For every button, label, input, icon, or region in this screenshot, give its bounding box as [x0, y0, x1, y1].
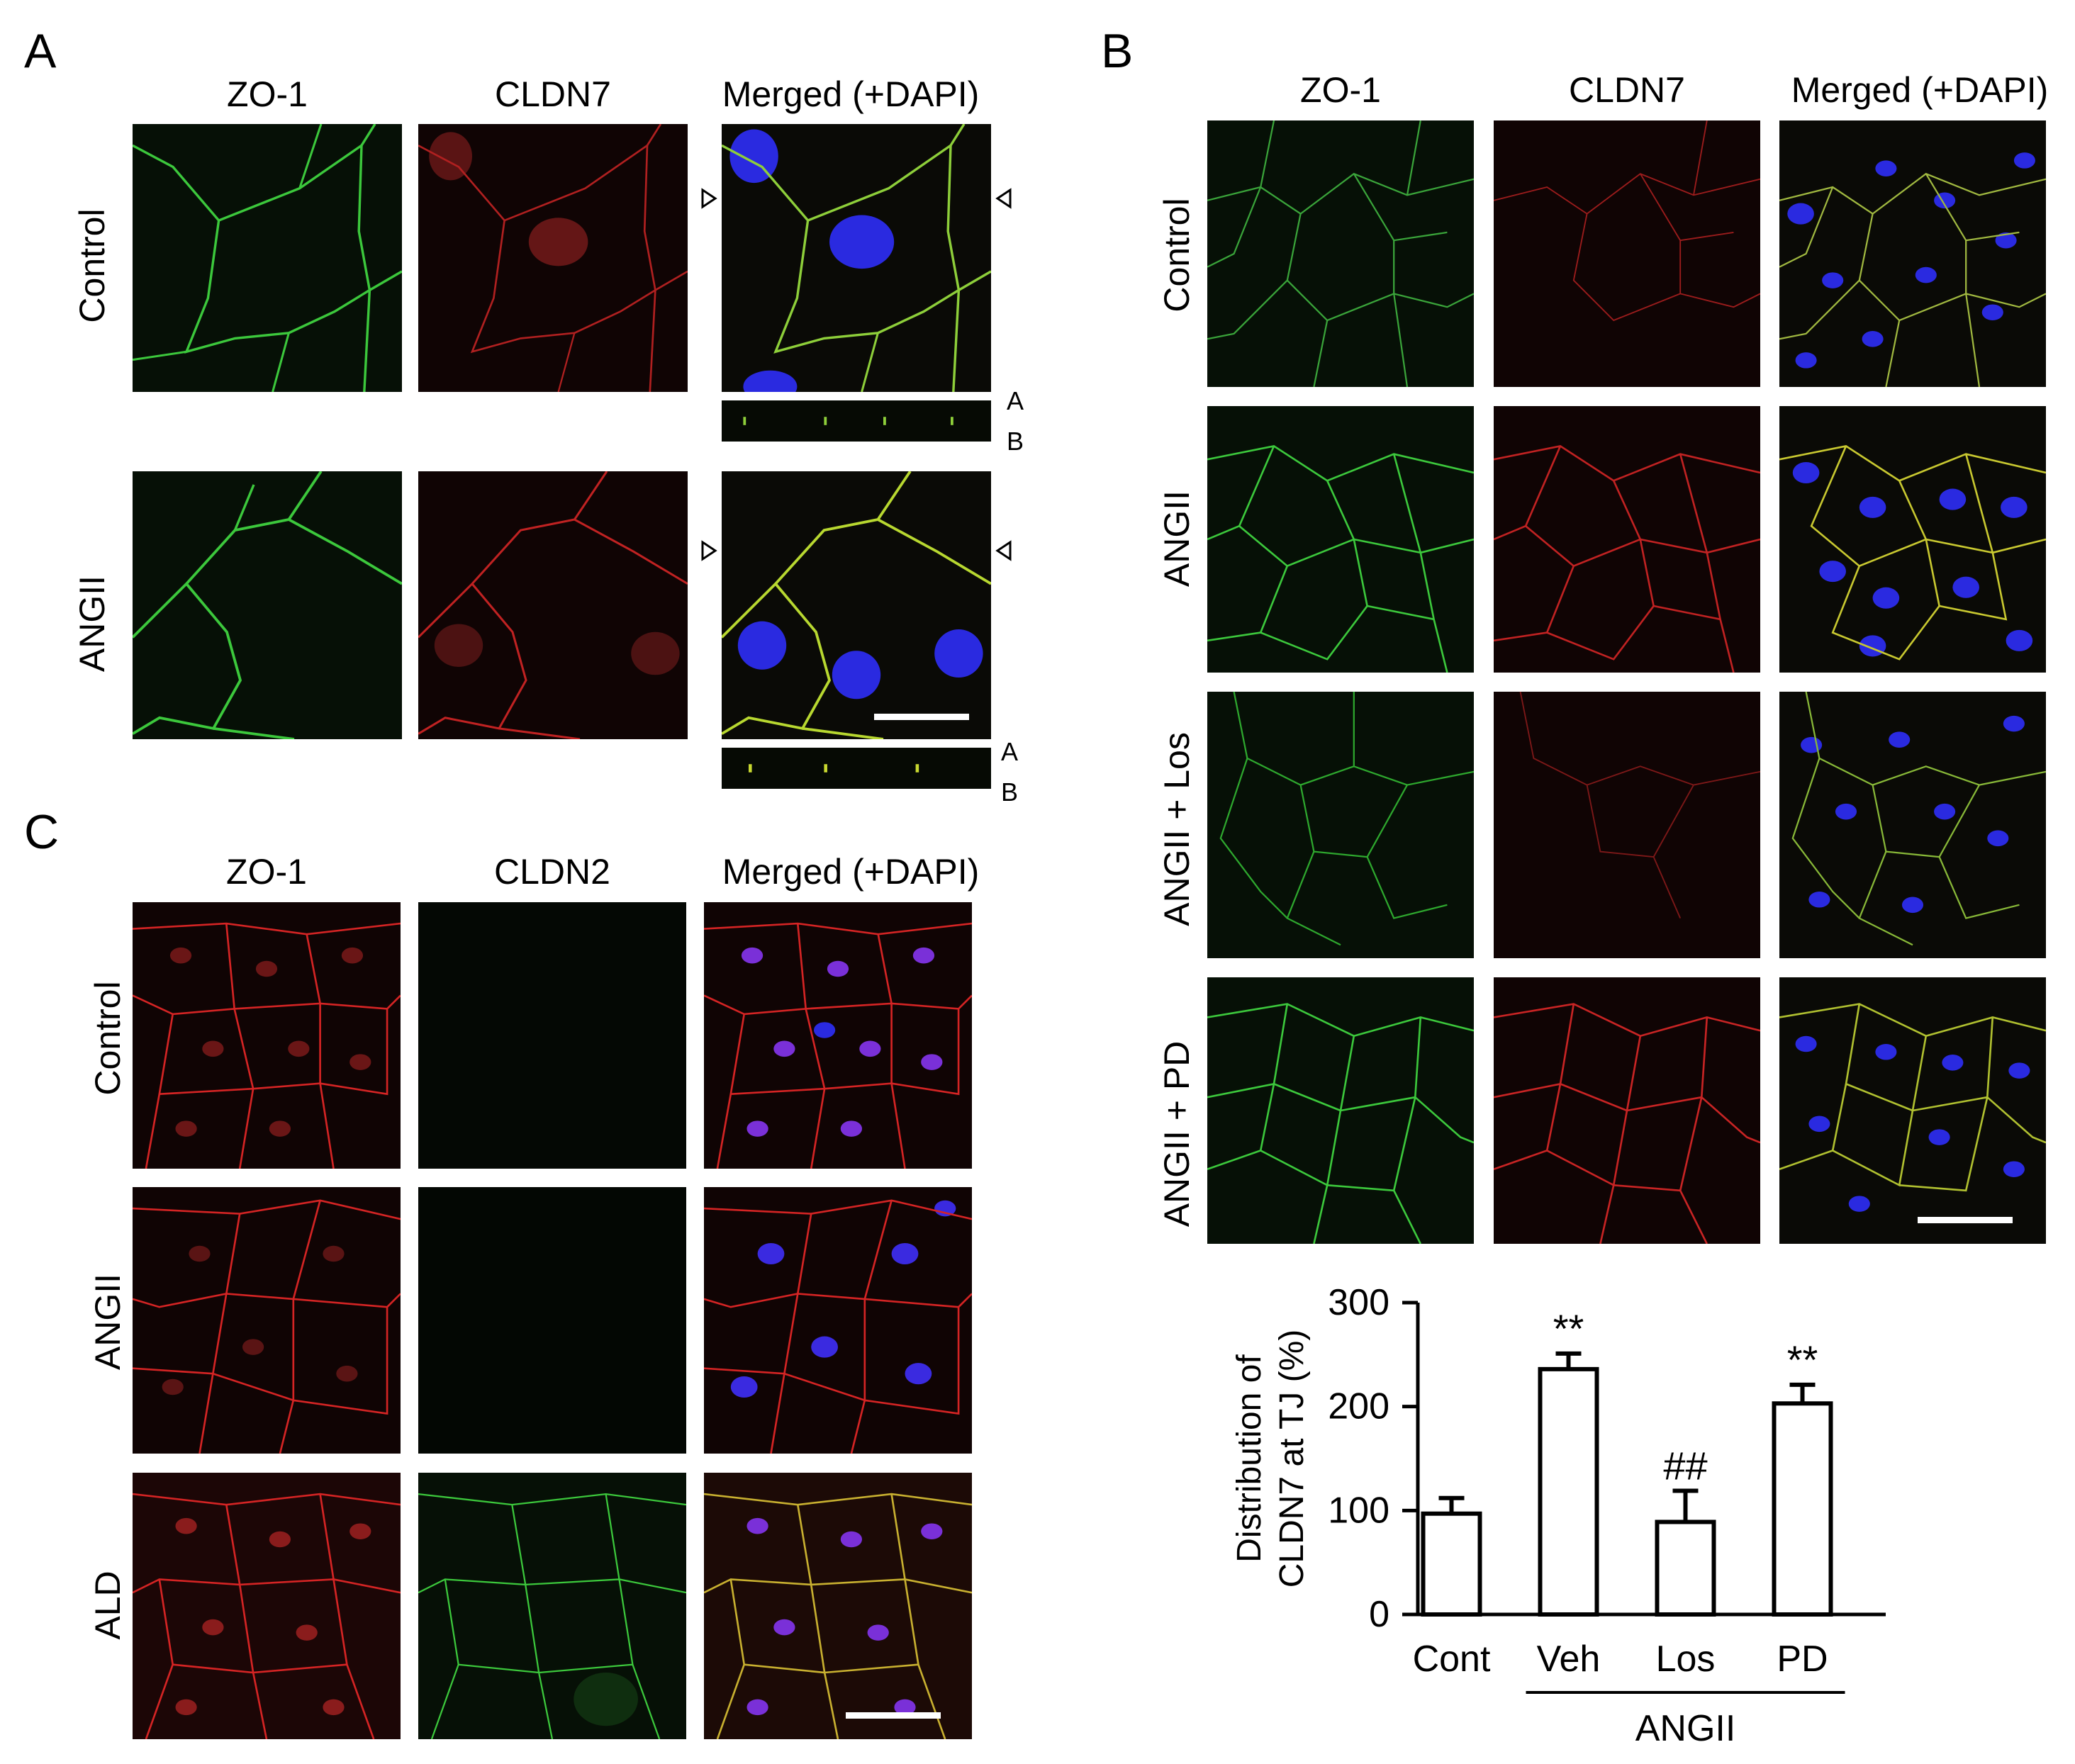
- chart-b: 0 100 200 300 Distribution of CLDN7 at TJ (%)…: [1231, 1282, 1886, 1749]
- strip-label-basal: B: [1007, 427, 1024, 456]
- panel-b-row-control: Control: [1157, 198, 1197, 313]
- xz-section-a-control: [722, 400, 991, 442]
- micrograph-a-control-zo1: [133, 124, 402, 392]
- bar: [1421, 1511, 1482, 1617]
- panel-b-letter: B: [1101, 24, 1134, 78]
- micrograph-b-control-zo1: [1207, 120, 1474, 387]
- x-tick-label: Los: [1656, 1639, 1716, 1680]
- micrograph-b-control-cldn7: [1494, 120, 1760, 387]
- panel-a-row-angii: ANGII: [72, 575, 112, 673]
- significance-mark: ##: [1663, 1443, 1707, 1488]
- panel-b-row-angii-pd: ANGII + PD: [1157, 1040, 1197, 1228]
- significance-mark: **: [1553, 1306, 1584, 1351]
- micrograph-b-angii-los-zo1: [1207, 692, 1474, 958]
- panel-a-col-merged: Merged (+DAPI): [722, 74, 980, 114]
- micrograph-b-angii-pd-cldn7: [1494, 977, 1760, 1244]
- arrowhead-right-icon: [995, 540, 1012, 561]
- bar: [1772, 1401, 1833, 1617]
- arrowhead-left-icon: [701, 188, 717, 209]
- micrograph-c-control-cldn2: [418, 902, 686, 1169]
- panel-b-row-angii-los: ANGII + Los: [1157, 732, 1197, 926]
- micrograph-c-angii-merged: [704, 1187, 972, 1454]
- arrowhead-right-icon: [995, 188, 1012, 209]
- panel-c-row-ald: ALD: [88, 1571, 128, 1640]
- micrograph-b-angii-zo1: [1207, 406, 1474, 673]
- micrograph-b-control-merged: [1779, 120, 2046, 387]
- micrograph-b-angii-pd-zo1: [1207, 977, 1474, 1244]
- panel-b-col-zo1: ZO-1: [1300, 70, 1381, 110]
- panel-c-row-control: Control: [88, 981, 128, 1096]
- micrograph-a-angii-zo1: [133, 471, 402, 739]
- micrograph-b-angii-los-merged: [1779, 692, 2046, 958]
- micrograph-c-control-zo1: [133, 902, 401, 1169]
- panel-c-col-cldn2: CLDN2: [494, 852, 610, 892]
- y-tick-label: 200: [1328, 1386, 1389, 1427]
- y-tick-label: 300: [1328, 1282, 1389, 1323]
- y-tick-label: 100: [1328, 1490, 1389, 1531]
- panel-b-col-merged: Merged (+DAPI): [1791, 70, 2049, 110]
- arrowhead-left-icon: [701, 540, 717, 561]
- micrograph-b-angii-cldn7: [1494, 406, 1760, 673]
- micrograph-b-angii-merged: [1779, 406, 2046, 673]
- micrograph-c-angii-zo1: [133, 1187, 401, 1454]
- panel-c-letter: C: [24, 805, 60, 859]
- micrograph-c-control-merged: [704, 902, 972, 1169]
- panel-a-col-cldn7: CLDN7: [495, 74, 611, 114]
- scale-bar-a: [874, 714, 969, 720]
- bar: [1655, 1519, 1716, 1617]
- y-tick-label: 0: [1369, 1594, 1389, 1635]
- y-axis-label: Distribution of: [1231, 1354, 1268, 1563]
- micrograph-a-angii-merged: [722, 471, 991, 739]
- micrograph-b-angii-pd-merged: [1779, 977, 2046, 1244]
- micrograph-c-ald-zo1: [133, 1473, 401, 1739]
- x-tick-label: Veh: [1537, 1639, 1601, 1680]
- micrograph-a-control-merged: [722, 124, 991, 392]
- panel-b-row-angii: ANGII: [1157, 490, 1197, 588]
- group-label: ANGII: [1635, 1708, 1736, 1749]
- panel-a-row-control: Control: [72, 208, 112, 323]
- scale-bar-c: [846, 1712, 941, 1719]
- y-axis-label: CLDN7 at TJ (%): [1273, 1330, 1311, 1588]
- significance-mark: **: [1787, 1337, 1818, 1382]
- strip-label-apical: A: [1007, 386, 1024, 415]
- micrograph-a-angii-cldn7: [418, 471, 688, 739]
- panel-c-row-angii: ANGII: [88, 1273, 128, 1371]
- panel-a-col-zo1: ZO-1: [227, 74, 308, 114]
- xz-section-a-angii: [722, 748, 991, 789]
- micrograph-b-angii-los-cldn7: [1494, 692, 1760, 958]
- panel-a-letter: A: [24, 24, 57, 78]
- micrograph-c-ald-merged: [704, 1473, 972, 1739]
- strip-label-apical: A: [1001, 737, 1019, 766]
- panel-c-col-merged: Merged (+DAPI): [722, 852, 980, 892]
- panel-b-col-cldn7: CLDN7: [1569, 70, 1685, 110]
- micrograph-c-ald-cldn2: [418, 1473, 686, 1739]
- scale-bar-b: [1918, 1217, 2013, 1223]
- x-tick-label: Cont: [1413, 1639, 1491, 1680]
- x-tick-label: PD: [1777, 1639, 1828, 1680]
- bar: [1538, 1366, 1599, 1617]
- panel-c-col-zo1: ZO-1: [226, 852, 307, 892]
- strip-label-basal: B: [1001, 777, 1019, 807]
- micrograph-a-control-cldn7: [418, 124, 688, 392]
- micrograph-c-angii-cldn2: [418, 1187, 686, 1454]
